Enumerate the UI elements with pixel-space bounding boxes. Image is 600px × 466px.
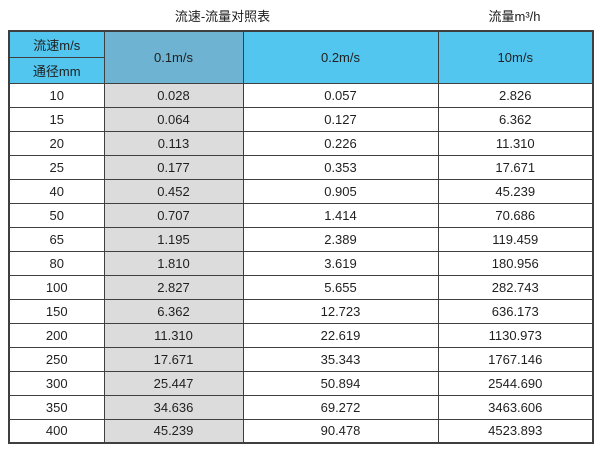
value-cell: 70.686 [437, 202, 594, 228]
value-cell: 45.239 [103, 418, 244, 444]
diameter-cell: 50 [8, 202, 105, 228]
value-cell: 90.478 [242, 418, 439, 444]
value-cell: 1767.146 [437, 346, 594, 372]
table-row: 15 0.064 0.127 6.362 [8, 106, 594, 132]
diameter-cell: 20 [8, 130, 105, 156]
table-row: 100 2.827 5.655 282.743 [8, 274, 594, 300]
value-cell: 34.636 [103, 394, 244, 420]
table-row: 200 11.310 22.619 1130.973 [8, 322, 594, 348]
table-row: 350 34.636 69.272 3463.606 [8, 394, 594, 420]
value-cell: 0.353 [242, 154, 439, 180]
diameter-cell: 65 [8, 226, 105, 252]
diameter-cell: 400 [8, 418, 105, 444]
table-row: 300 25.447 50.894 2544.690 [8, 370, 594, 396]
title-bar: 流速-流量对照表 流量m³/h [0, 0, 592, 30]
header-row-1: 流速m/s 0.1m/s 0.2m/s 10m/s [8, 30, 594, 84]
value-cell: 6.362 [103, 298, 244, 324]
table-row: 40 0.452 0.905 45.239 [8, 178, 594, 204]
value-cell: 11.310 [437, 130, 594, 156]
value-cell: 0.905 [242, 178, 439, 204]
value-cell: 2.389 [242, 226, 439, 252]
value-cell: 4523.893 [437, 418, 594, 444]
value-cell: 17.671 [437, 154, 594, 180]
value-cell: 3463.606 [437, 394, 594, 420]
value-cell: 0.064 [103, 106, 244, 132]
table-row: 65 1.195 2.389 119.459 [8, 226, 594, 252]
table-row: 150 6.362 12.723 636.173 [8, 298, 594, 324]
value-cell: 0.177 [103, 154, 244, 180]
value-cell: 2.826 [437, 82, 594, 108]
table-row: 25 0.177 0.353 17.671 [8, 154, 594, 180]
table-row: 10 0.028 0.057 2.826 [8, 82, 594, 108]
flow-rate-table: 流速m/s 0.1m/s 0.2m/s 10m/s 通径mm 10 0.028 … [8, 30, 594, 444]
table-row: 80 1.810 3.619 180.956 [8, 250, 594, 276]
col-header-02ms: 0.2m/s [242, 30, 439, 84]
value-cell: 11.310 [103, 322, 244, 348]
value-cell: 50.894 [242, 370, 439, 396]
value-cell: 1.810 [103, 250, 244, 276]
diameter-cell: 350 [8, 394, 105, 420]
diameter-cell: 25 [8, 154, 105, 180]
value-cell: 0.452 [103, 178, 244, 204]
diameter-cell: 250 [8, 346, 105, 372]
value-cell: 3.619 [242, 250, 439, 276]
value-cell: 17.671 [103, 346, 244, 372]
flow-unit-label: 流量m³/h [488, 8, 541, 24]
value-cell: 5.655 [242, 274, 439, 300]
table-row: 50 0.707 1.414 70.686 [8, 202, 594, 228]
value-cell: 0.226 [242, 130, 439, 156]
diameter-cell: 200 [8, 322, 105, 348]
value-cell: 12.723 [242, 298, 439, 324]
table-title: 流速-流量对照表 [174, 8, 271, 24]
value-cell: 2.827 [103, 274, 244, 300]
value-cell: 0.113 [103, 130, 244, 156]
header-row-2: 通径mm [8, 56, 593, 84]
value-cell: 282.743 [437, 274, 594, 300]
diameter-cell: 15 [8, 106, 105, 132]
value-cell: 0.707 [103, 202, 244, 228]
value-cell: 2544.690 [437, 370, 594, 396]
diameter-cell: 100 [8, 274, 105, 300]
value-cell: 636.173 [437, 298, 594, 324]
value-cell: 45.239 [437, 178, 594, 204]
value-cell: 180.956 [437, 250, 594, 276]
diameter-cell: 300 [8, 370, 105, 396]
value-cell: 119.459 [437, 226, 594, 252]
diameter-cell: 150 [8, 298, 105, 324]
diameter-cell: 80 [8, 250, 105, 276]
value-cell: 6.362 [437, 106, 594, 132]
value-cell: 22.619 [242, 322, 439, 348]
value-cell: 1.414 [242, 202, 439, 228]
corner-cell-diameter: 通径mm [8, 56, 105, 84]
value-cell: 0.057 [242, 82, 439, 108]
value-cell: 69.272 [242, 394, 439, 420]
diameter-cell: 40 [8, 178, 105, 204]
value-cell: 0.028 [103, 82, 244, 108]
table-row: 400 45.239 90.478 4523.893 [8, 418, 594, 444]
table-row: 250 17.671 35.343 1767.146 [8, 346, 594, 372]
value-cell: 1130.973 [437, 322, 594, 348]
col-header-01ms: 0.1m/s [103, 30, 244, 84]
col-header-10ms: 10m/s [437, 30, 594, 84]
value-cell: 35.343 [242, 346, 439, 372]
value-cell: 0.127 [242, 106, 439, 132]
diameter-cell: 10 [8, 82, 105, 108]
table-row: 20 0.113 0.226 11.310 [8, 130, 594, 156]
value-cell: 1.195 [103, 226, 244, 252]
value-cell: 25.447 [103, 370, 244, 396]
corner-cell-velocity: 流速m/s [8, 30, 105, 58]
